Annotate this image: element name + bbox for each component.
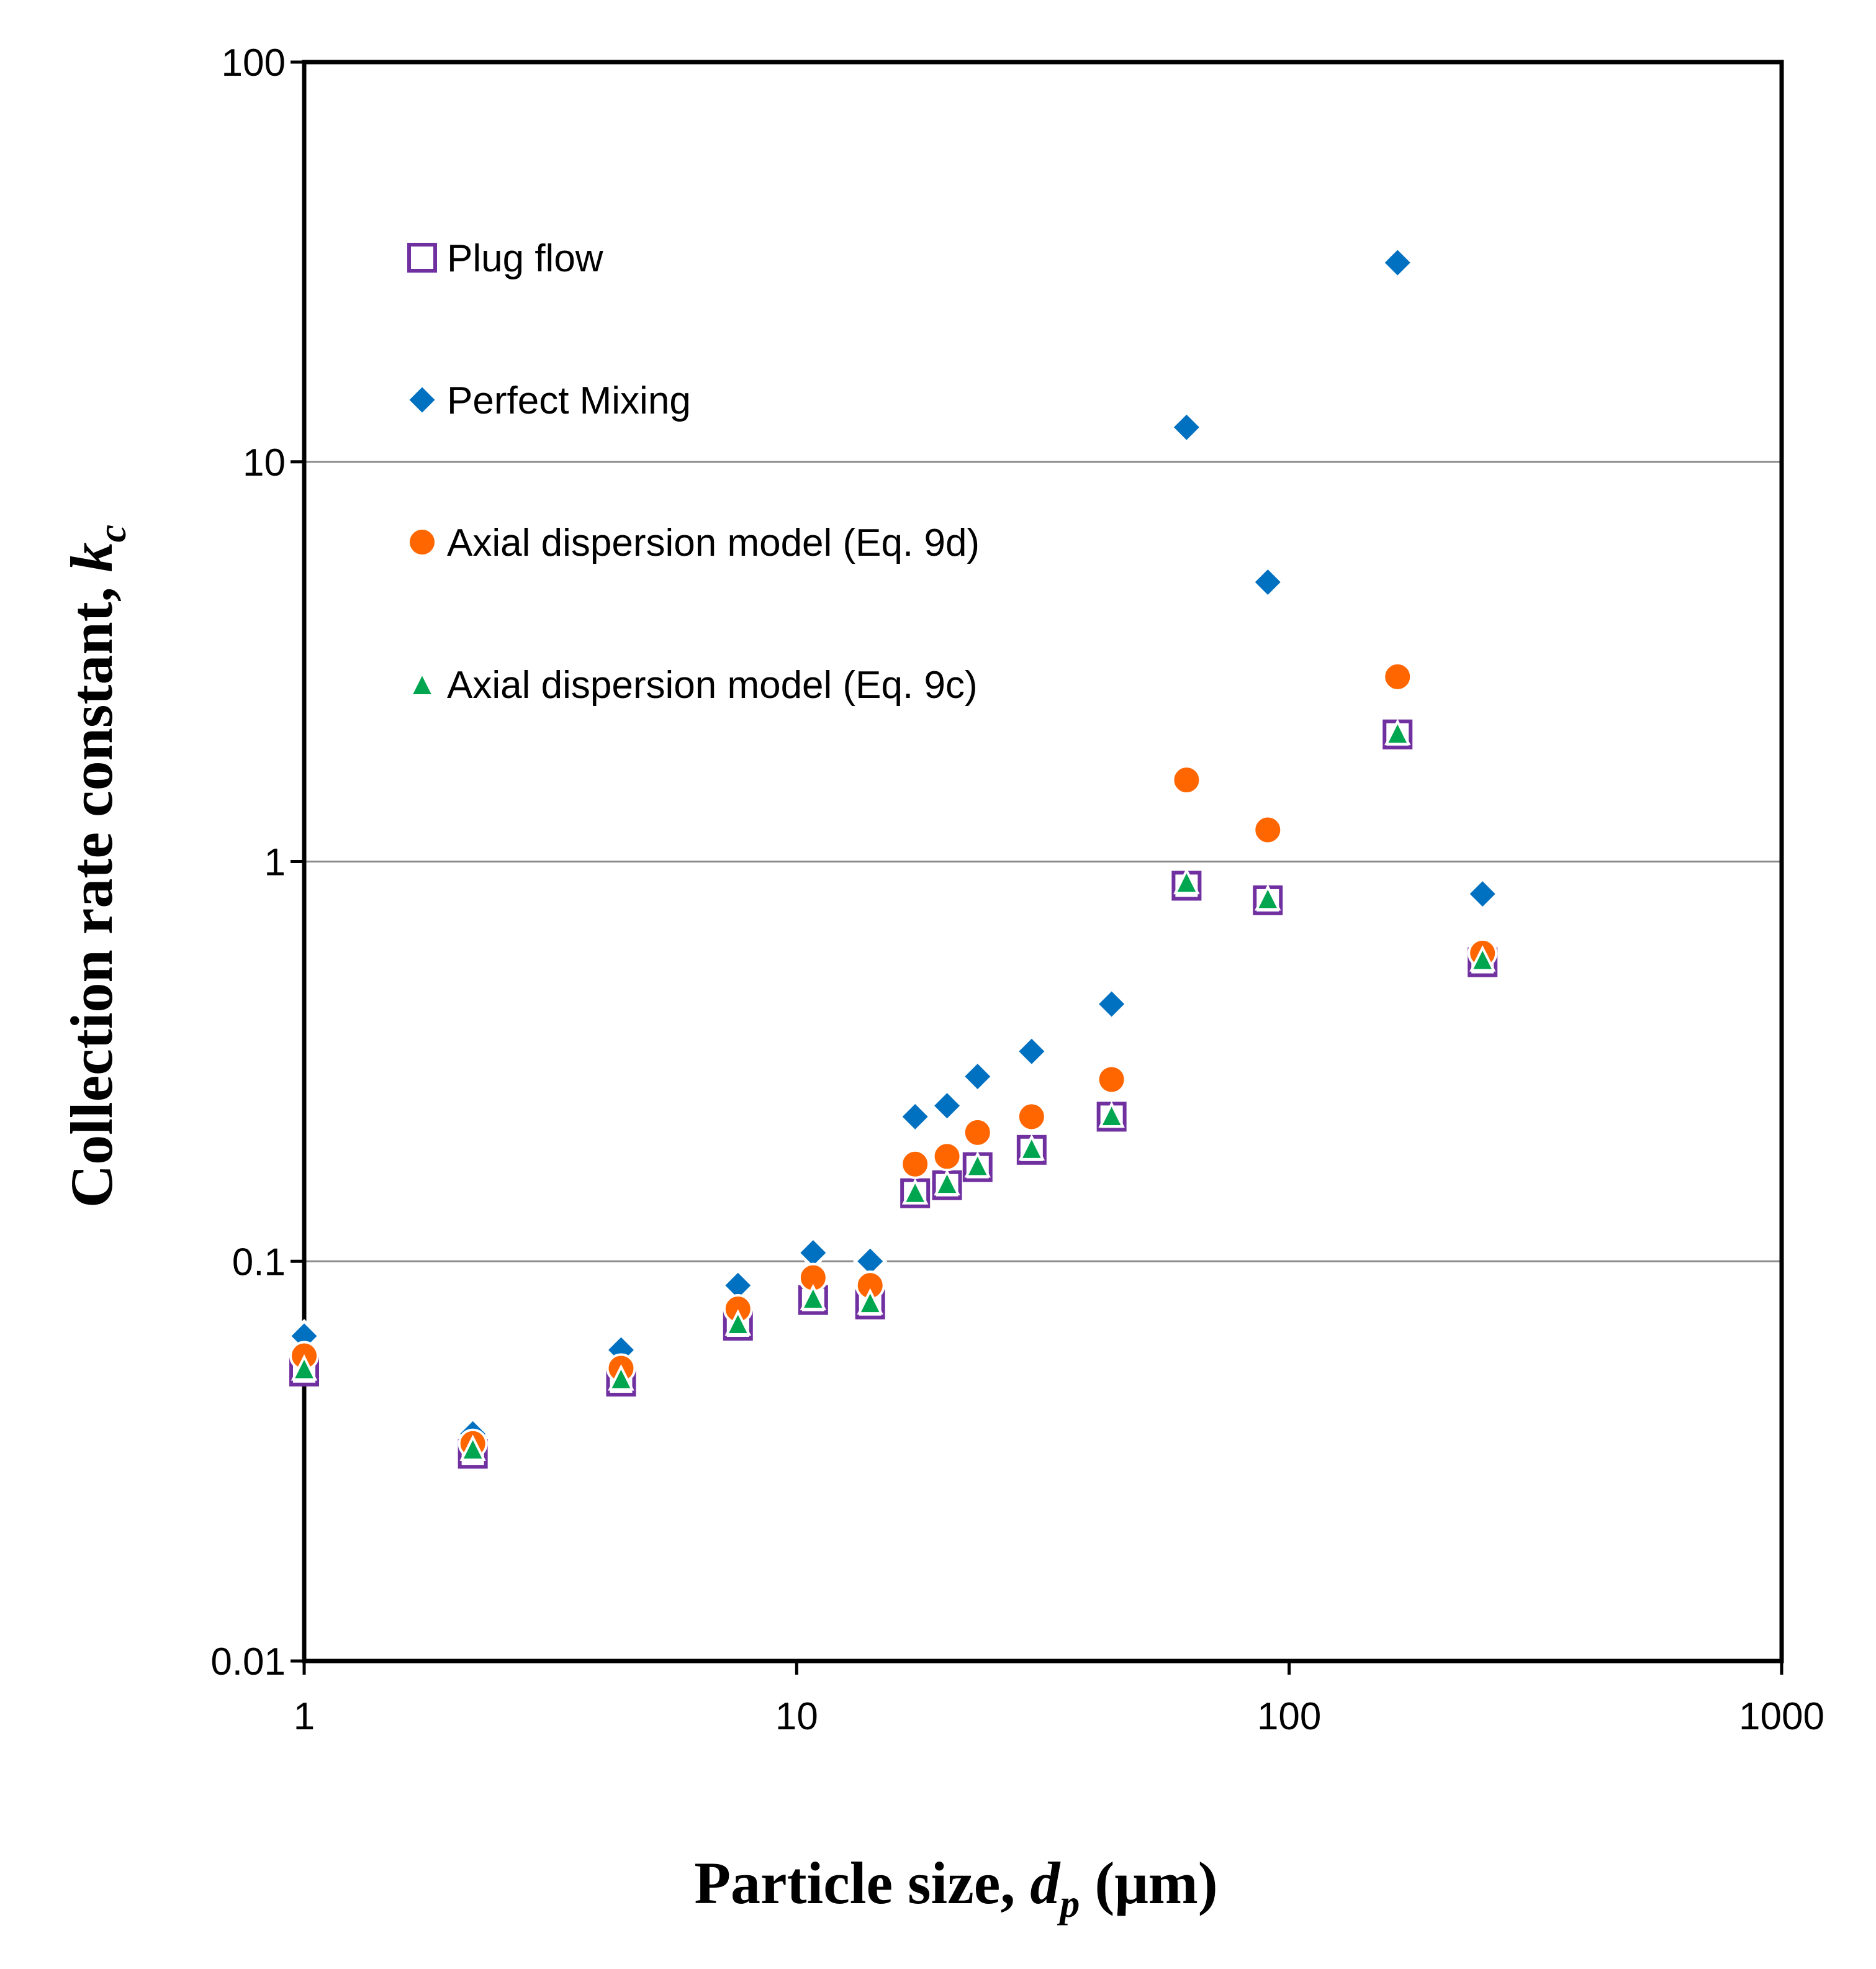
point-series-2-12 bbox=[1253, 815, 1283, 845]
point-series-3-6 bbox=[901, 1178, 929, 1205]
point-series-1-14 bbox=[1465, 877, 1500, 912]
series-3 bbox=[291, 718, 1496, 1461]
x-axis-title: Particle size, dp (μm) bbox=[694, 1850, 1217, 1926]
legend-label-3: Axial dispersion model (Eq. 9c) bbox=[447, 664, 978, 707]
point-series-3-9 bbox=[1018, 1134, 1045, 1161]
point-series-2-11 bbox=[1171, 765, 1202, 795]
legend-marker-0 bbox=[407, 243, 437, 273]
series-1 bbox=[287, 245, 1500, 1451]
point-series-3-2 bbox=[608, 1364, 634, 1391]
point-series-3-3 bbox=[724, 1309, 752, 1336]
y-tick-label-10: 10 bbox=[243, 441, 286, 484]
point-series-2-13 bbox=[1382, 661, 1413, 692]
x-tick-label-10: 10 bbox=[775, 1695, 818, 1738]
point-series-2-8 bbox=[962, 1117, 993, 1147]
point-series-1-6 bbox=[898, 1099, 932, 1134]
legend: Plug flow Perfect Mixing Axial dispersion … bbox=[405, 237, 980, 707]
point-series-3-10 bbox=[1098, 1101, 1125, 1128]
point-series-3-0 bbox=[291, 1354, 318, 1381]
axes bbox=[291, 60, 1784, 1675]
tick-labels: 0.01 0.1 1 10 100 1 10 100 1000 bbox=[210, 42, 1824, 1738]
data-points bbox=[287, 245, 1500, 1469]
point-series-3-4 bbox=[800, 1283, 827, 1311]
point-series-2-7 bbox=[932, 1141, 962, 1172]
point-series-1-7 bbox=[930, 1089, 965, 1123]
gridlines bbox=[304, 461, 1782, 1262]
point-series-2-10 bbox=[1096, 1064, 1127, 1095]
legend-marker-3 bbox=[408, 670, 436, 697]
point-series-3-1 bbox=[459, 1434, 486, 1461]
point-series-2-9 bbox=[1016, 1102, 1047, 1132]
legend-label-2: Axial dispersion model (Eq. 9d) bbox=[447, 522, 980, 564]
point-series-1-8 bbox=[960, 1059, 995, 1094]
y-tick-label-1: 1 bbox=[264, 841, 286, 884]
legend-label-0: Plug flow bbox=[447, 237, 603, 280]
y-tick-label-100: 100 bbox=[222, 42, 286, 84]
x-tick-label-1000: 1000 bbox=[1739, 1695, 1824, 1738]
legend-marker-2 bbox=[407, 527, 437, 557]
x-tick-label-1: 1 bbox=[294, 1695, 315, 1738]
point-series-3-14 bbox=[1469, 945, 1496, 972]
point-series-3-8 bbox=[964, 1151, 991, 1178]
point-series-1-9 bbox=[1014, 1034, 1049, 1069]
y-axis-title: Collection rate constant, kc bbox=[58, 525, 134, 1208]
point-series-3-7 bbox=[934, 1169, 960, 1196]
y-tick-label-0.1: 0.1 bbox=[232, 1241, 286, 1283]
point-series-3-5 bbox=[857, 1288, 883, 1315]
x-tick-label-100: 100 bbox=[1257, 1695, 1321, 1738]
point-series-3-12 bbox=[1255, 884, 1281, 911]
legend-label-1: Perfect Mixing bbox=[447, 379, 691, 422]
point-series-2-6 bbox=[900, 1149, 931, 1179]
point-series-1-11 bbox=[1169, 410, 1204, 445]
point-series-3-13 bbox=[1384, 718, 1411, 746]
point-series-3-11 bbox=[1173, 867, 1200, 895]
point-series-1-13 bbox=[1380, 245, 1415, 280]
point-series-1-10 bbox=[1094, 987, 1129, 1021]
point-series-1-12 bbox=[1250, 565, 1285, 600]
y-tick-label-0.01: 0.01 bbox=[210, 1641, 286, 1683]
legend-marker-1 bbox=[405, 382, 440, 417]
